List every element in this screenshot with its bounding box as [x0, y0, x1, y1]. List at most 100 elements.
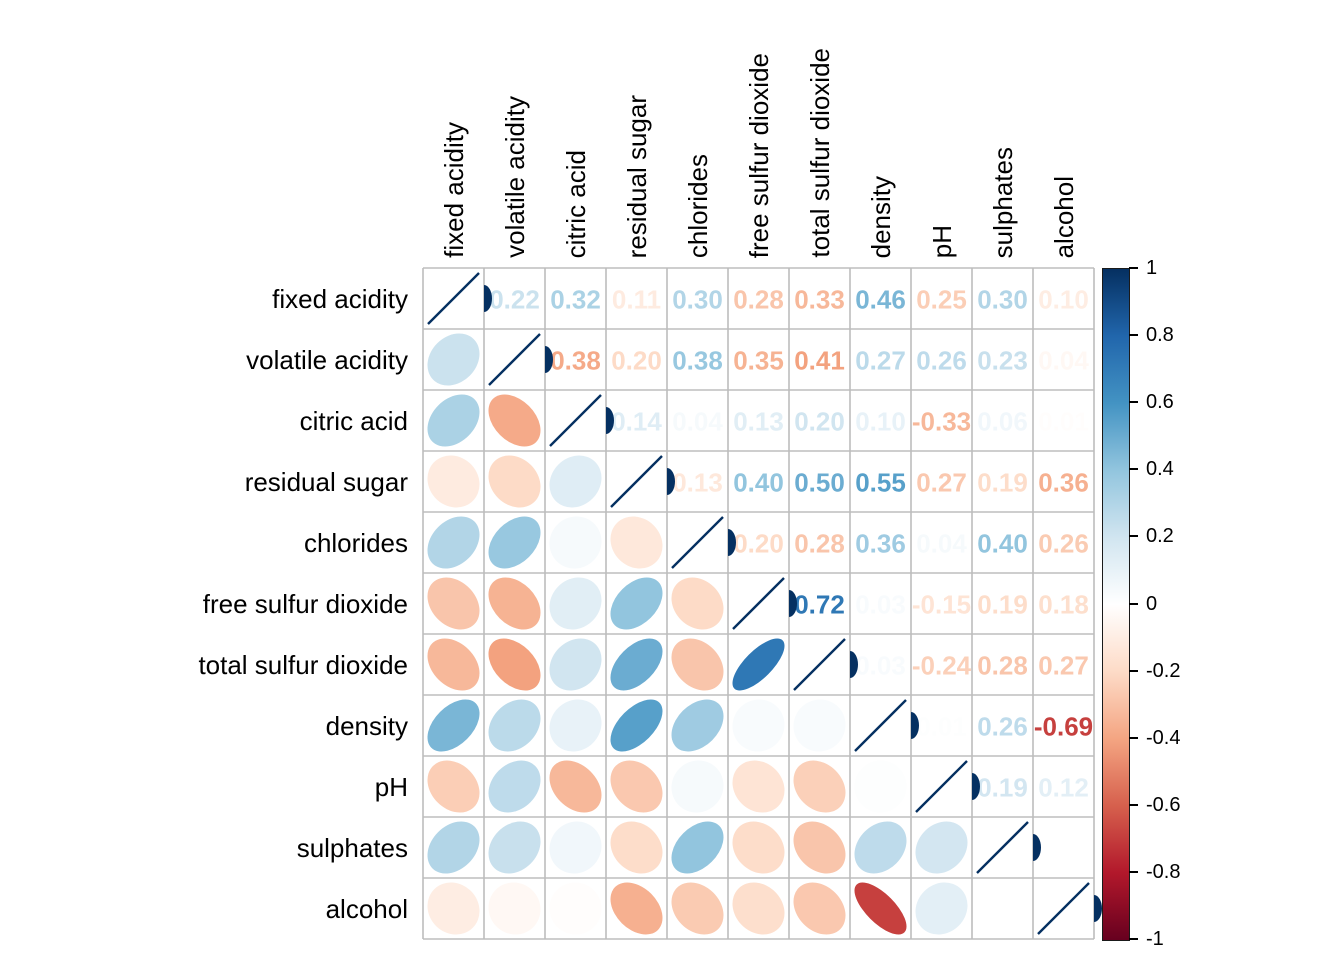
corr-value-text: 0.50 [794, 468, 845, 498]
corr-value-text: 0.36 [855, 529, 906, 559]
corr-ellipse [549, 577, 602, 630]
corr-value-text: 0.01 [916, 712, 967, 742]
colorbar-tick-label: 0.4 [1146, 458, 1174, 481]
diagonal-line [488, 333, 541, 386]
corr-ellipse [793, 821, 846, 874]
corr-value-text: 0.28 [977, 651, 1028, 681]
row-label: residual sugar [244, 466, 408, 497]
corr-ellipse [549, 455, 602, 508]
diagonal-edge-marker [1094, 895, 1102, 922]
corr-value-text: 0.33 [794, 285, 845, 315]
colorbar-tick-label: 0 [1146, 592, 1158, 615]
corr-ellipse [732, 760, 785, 813]
corr-value-text: 0.19 [977, 590, 1028, 620]
corr-value-text: -0.33 [912, 407, 971, 437]
corr-ellipse [488, 699, 541, 752]
diagonal-line [732, 577, 785, 630]
diagonal-edge-marker [911, 712, 919, 739]
corr-value-text: 0.10 [1038, 285, 1089, 315]
corr-ellipse [610, 699, 663, 752]
corr-ellipse [427, 882, 480, 935]
corr-value-text: 0.03 [855, 590, 906, 620]
corr-value-text: 0.18 [1038, 590, 1089, 620]
colorbar-tick-label: -0.4 [1146, 726, 1181, 749]
corr-ellipse [854, 760, 907, 813]
corr-value-text: 0.20 [611, 346, 662, 376]
corr-value-text: 0.14 [611, 407, 662, 437]
colorbar-tick [1129, 602, 1138, 605]
corr-value-text: 0.04 [916, 529, 967, 559]
corr-value-text: 0.22 [489, 285, 540, 315]
diagonal-line [793, 638, 846, 691]
column-label: residual sugar [621, 94, 652, 258]
colorbar-tick-label: 0.2 [1146, 525, 1174, 548]
corr-value-text: 0.25 [916, 285, 967, 315]
diagonal-line [976, 821, 1029, 874]
corr-ellipse [488, 882, 541, 935]
colorbar-tick [1129, 401, 1138, 404]
diagonal-line [671, 516, 724, 569]
diagonal-edge-marker [728, 529, 736, 556]
row-label: chlorides [303, 527, 408, 558]
corr-value-text: 0.41 [794, 346, 845, 376]
column-label: citric acid [560, 149, 591, 258]
corr-value-text: 0.27 [916, 468, 967, 498]
diagonal-edge-marker [545, 346, 553, 373]
diagonal-edge-marker [972, 773, 980, 800]
corr-ellipse [549, 699, 602, 752]
corr-ellipse [610, 882, 663, 935]
column-label: total sulfur dioxide [804, 48, 835, 258]
corr-ellipse [488, 455, 541, 508]
colorbar-tick-label: -0.8 [1146, 860, 1181, 883]
corr-value-text: 0.55 [855, 468, 906, 498]
corr-value-text: 0.36 [1038, 468, 1089, 498]
row-label: citric acid [299, 405, 408, 436]
corr-ellipse [793, 699, 846, 752]
corr-ellipse [671, 577, 724, 630]
colorbar-tick-label: 0.8 [1146, 324, 1174, 347]
corr-ellipse [488, 577, 541, 630]
corr-ellipse [854, 882, 907, 935]
diagonal-line [549, 394, 602, 447]
corr-ellipse [732, 882, 785, 935]
corr-value-text: 0.10 [855, 407, 906, 437]
corr-value-text: 0.04 [672, 407, 723, 437]
corr-ellipse [854, 821, 907, 874]
corr-value-text: -0.15 [912, 590, 971, 620]
diagonal-line [854, 699, 907, 752]
colorbar-tick-label: -1 [1146, 928, 1164, 950]
corr-value-text: 0.19 [977, 468, 1028, 498]
corr-ellipse [427, 638, 480, 691]
corr-value-text: 0.06 [977, 407, 1028, 437]
corr-ellipse [427, 394, 480, 447]
corr-value-text: 0.46 [855, 285, 906, 315]
corr-value-text: 0.23 [977, 346, 1028, 376]
corr-value-text: 0.01 [1038, 407, 1089, 437]
corr-value-text: 0.30 [672, 285, 723, 315]
corr-ellipse [671, 760, 724, 813]
column-label: free sulfur dioxide [743, 52, 774, 258]
corr-ellipse [610, 638, 663, 691]
corr-value-text: 0.28 [794, 529, 845, 559]
corr-ellipse [488, 821, 541, 874]
row-label: free sulfur dioxide [202, 588, 408, 619]
colorbar-tick [1129, 736, 1138, 739]
colorbar-tick [1129, 535, 1138, 538]
row-label: density [325, 710, 408, 741]
column-label: chlorides [682, 153, 713, 258]
corr-ellipse [610, 577, 663, 630]
diagonal-edge-marker [606, 407, 614, 434]
corr-value-text: 0.40 [733, 468, 784, 498]
row-label: fixed acidity [272, 283, 408, 314]
column-label: density [865, 175, 896, 258]
colorbar-tick-label: -0.2 [1146, 659, 1181, 682]
corr-ellipse [549, 882, 602, 935]
row-label: volatile acidity [246, 344, 408, 375]
corr-value-text: 0.20 [794, 407, 845, 437]
corr-ellipse [549, 760, 602, 813]
row-label: sulphates [296, 832, 408, 863]
corr-value-text: 0.11 [612, 285, 661, 315]
corr-value-text: 0.26 [977, 712, 1028, 742]
corr-ellipse [427, 333, 480, 386]
corr-value-text: 0.27 [1038, 651, 1089, 681]
